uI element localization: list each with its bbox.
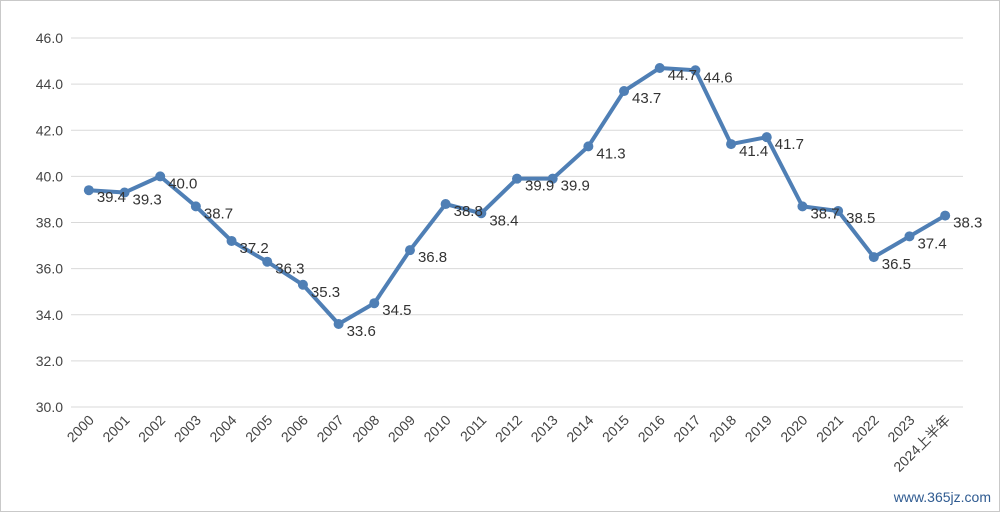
data-label: 41.3 xyxy=(596,145,625,162)
x-tick-label: 2015 xyxy=(599,412,632,445)
data-point xyxy=(440,199,451,210)
data-point xyxy=(512,173,522,184)
x-tick-label: 2012 xyxy=(492,412,525,445)
y-tick-label: 38.0 xyxy=(36,215,63,231)
x-axis-ticks: 2000 2001 2002 2003 2004 2005 2006 2007 2008 2009… xyxy=(64,412,954,475)
y-tick-label: 30.0 xyxy=(36,399,63,415)
data-label: 38.7 xyxy=(810,205,839,222)
data-points xyxy=(83,62,951,329)
x-tick-label: 2020 xyxy=(777,412,810,445)
y-tick-label: 44.0 xyxy=(36,76,63,92)
data-point xyxy=(619,86,630,97)
data-point xyxy=(726,139,737,150)
x-tick-label: 2013 xyxy=(527,412,560,445)
data-label: 37.4 xyxy=(917,235,946,252)
data-point xyxy=(583,141,594,152)
x-tick-label: 2009 xyxy=(385,412,418,445)
data-point xyxy=(404,245,415,256)
data-point xyxy=(476,208,487,219)
data-point xyxy=(690,65,701,76)
data-label: 44.7 xyxy=(668,67,697,84)
x-tick-label: 2004 xyxy=(206,412,239,445)
y-tick-label: 42.0 xyxy=(36,122,63,138)
data-label: 36.8 xyxy=(418,249,447,266)
y-tick-label: 46.0 xyxy=(36,30,63,46)
data-point xyxy=(547,173,558,184)
x-tick-label: 2018 xyxy=(706,412,739,445)
data-label: 36.5 xyxy=(882,256,911,273)
y-axis-ticks: 30.0 32.0 34.0 36.0 38.0 40.0 42.0 44.0 46.0 xyxy=(36,30,63,415)
data-label: 41.4 xyxy=(739,143,768,160)
x-tick-label: 2000 xyxy=(64,412,97,445)
data-label: 39.4 xyxy=(97,189,126,206)
data-label: 35.3 xyxy=(311,284,340,301)
data-point xyxy=(654,62,665,73)
data-point xyxy=(262,256,273,267)
data-point xyxy=(868,252,879,263)
data-label: 44.6 xyxy=(703,69,732,86)
x-tick-label: 2010 xyxy=(420,412,453,445)
data-label: 41.7 xyxy=(775,136,804,153)
x-tick-label: 2007 xyxy=(313,412,346,445)
data-label: 36.3 xyxy=(275,261,304,278)
data-label: 39.9 xyxy=(525,178,554,195)
x-tick-label: 2017 xyxy=(670,412,703,445)
data-labels: 39.4 39.3 40.0 38.7 37.2 36.3 35.3 33.6 34.5 36.8… xyxy=(97,67,983,340)
x-tick-label: 2003 xyxy=(171,412,204,445)
x-tick-label: 2001 xyxy=(99,412,132,445)
data-point xyxy=(119,187,130,198)
data-point xyxy=(297,279,308,290)
x-tick-label: 2021 xyxy=(813,412,846,445)
data-label: 34.5 xyxy=(382,302,411,319)
data-point xyxy=(833,205,844,216)
x-tick-label: 2002 xyxy=(135,412,168,445)
y-tick-label: 40.0 xyxy=(36,168,63,184)
data-label: 38.4 xyxy=(489,212,518,229)
data-label: 43.7 xyxy=(632,90,661,107)
y-tick-label: 36.0 xyxy=(36,261,63,277)
data-point xyxy=(761,132,772,143)
data-point xyxy=(797,201,808,212)
data-point xyxy=(155,171,166,182)
data-point xyxy=(190,201,201,212)
data-label: 38.3 xyxy=(953,215,982,232)
data-point xyxy=(333,318,344,329)
watermark: www.365jz.com xyxy=(893,489,991,505)
data-point xyxy=(369,298,380,309)
data-point xyxy=(940,210,951,221)
x-tick-label: 2006 xyxy=(278,412,311,445)
data-label: 37.2 xyxy=(240,240,269,257)
x-tick-label: 2019 xyxy=(742,412,775,445)
data-point xyxy=(904,231,915,242)
x-tick-label: 2008 xyxy=(349,412,382,445)
data-label: 38.8 xyxy=(454,203,483,220)
x-tick-label: 2016 xyxy=(634,412,667,445)
data-label: 33.6 xyxy=(347,323,376,340)
y-tick-label: 34.0 xyxy=(36,307,63,323)
x-tick-label: 2014 xyxy=(563,412,596,445)
x-tick-label: 2011 xyxy=(457,412,490,445)
y-tick-label: 32.0 xyxy=(36,353,63,369)
x-tick-label: 2005 xyxy=(242,412,275,445)
data-label: 39.9 xyxy=(561,178,590,195)
series-line xyxy=(86,65,948,326)
x-tick-label: 2022 xyxy=(849,412,882,445)
data-label: 38.7 xyxy=(204,205,233,222)
data-point xyxy=(226,235,237,246)
data-point xyxy=(83,185,94,196)
data-label: 39.3 xyxy=(133,192,162,209)
data-label: 38.5 xyxy=(846,210,875,227)
data-label: 40.0 xyxy=(168,175,197,192)
